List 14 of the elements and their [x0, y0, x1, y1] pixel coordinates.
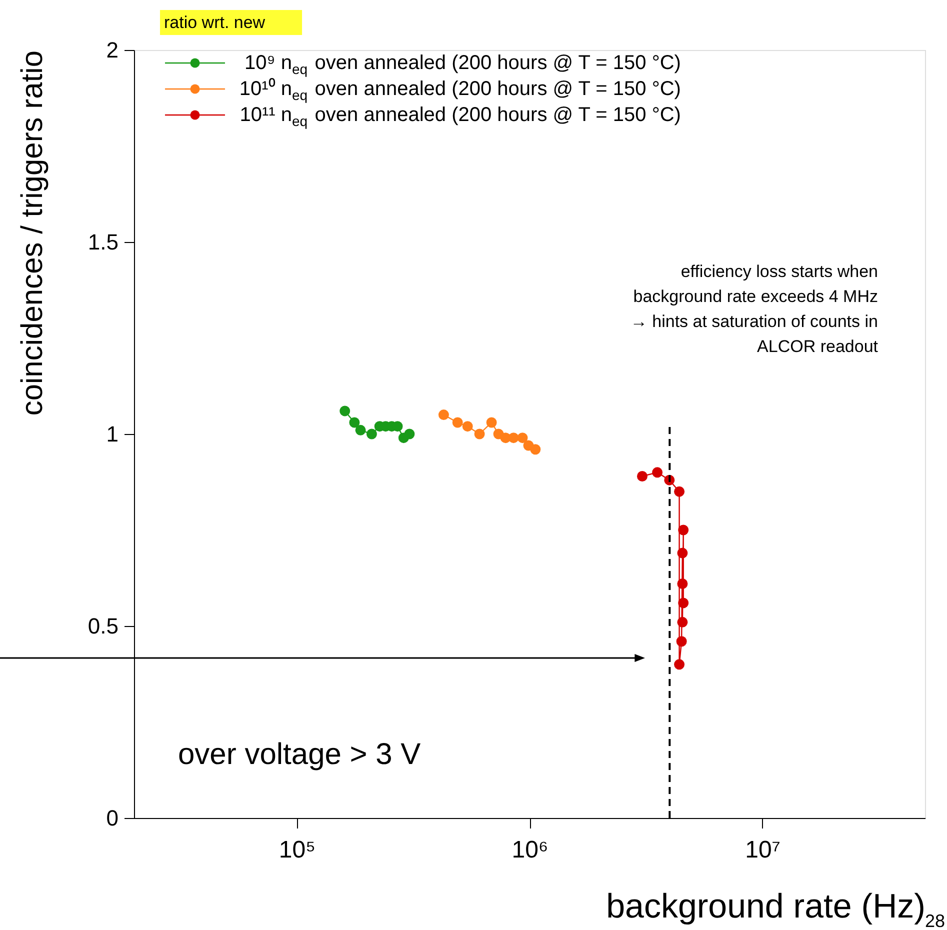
- x-tick-label: 10⁷: [745, 836, 780, 864]
- x-axis-title: background rate (Hz): [606, 888, 926, 926]
- y-tick-label: 0.5: [88, 614, 118, 638]
- y-axis-title: coincidences / triggers ratio: [16, 50, 49, 416]
- y-tick-label: 1: [106, 422, 118, 446]
- y-tick-label: 2: [106, 38, 118, 62]
- annotation: over voltage > 3 V: [178, 738, 421, 771]
- y-tick-label: 0: [106, 806, 118, 830]
- x-tick-label: 10⁵: [278, 836, 316, 864]
- y-tick-label: 1.5: [88, 230, 118, 254]
- text: ratio wrt. new: [164, 13, 266, 32]
- text: 28: [924, 911, 945, 930]
- annotation: efficiency loss starts when background rate exceeds 4 MHz → hints at saturation of counts in ALCOR readout: [630, 262, 878, 356]
- x-tick-label: 10⁶: [512, 836, 548, 864]
